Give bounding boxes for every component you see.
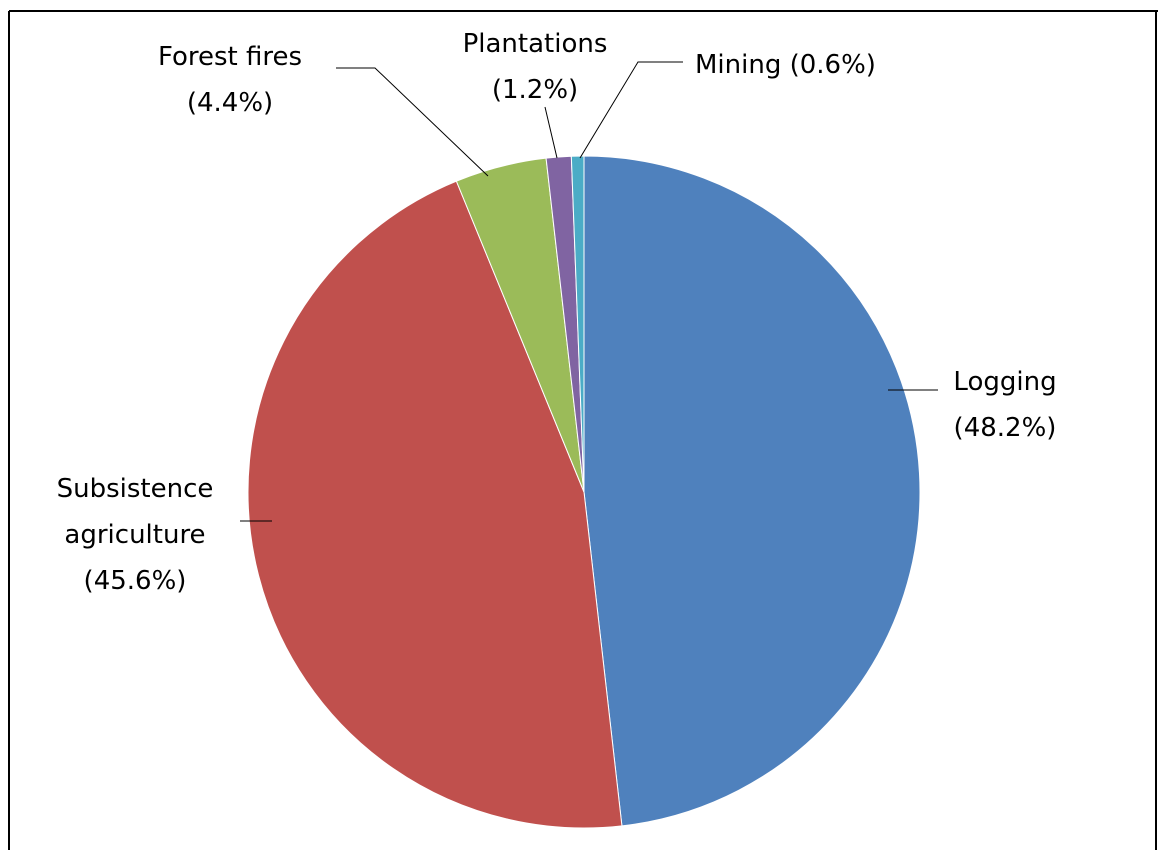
label-mining: Mining (0.6%) (695, 50, 876, 80)
pie-slices (247, 155, 921, 829)
slice-logging (583, 155, 921, 827)
label-plantations: Plantations (1.2%) (463, 29, 608, 105)
label-plantations-line-2: (1.2%) (492, 75, 578, 105)
label-logging-line-1: Logging (953, 367, 1056, 397)
label-subsistence-agriculture: Subsistence agriculture (45.6%) (57, 474, 214, 596)
slice-labels: Logging (48.2%) Subsistence agriculture (45.… (57, 29, 1057, 596)
leader-line-plantations (544, 106, 558, 159)
leader-lines (240, 61, 938, 522)
leader-line-forest-fires (336, 67, 489, 177)
label-subsistence-agriculture-line-2: agriculture (64, 520, 205, 550)
label-forest-fires: Forest fires (4.4%) (158, 42, 302, 118)
label-logging-line-2: (48.2%) (954, 413, 1057, 443)
label-mining-line-1: Mining (0.6%) (695, 50, 876, 80)
slice-mining (570, 155, 585, 493)
leader-line-mining (579, 61, 683, 159)
label-logging: Logging (48.2%) (953, 367, 1056, 443)
slice-subsistence-agriculture (247, 180, 623, 829)
label-plantations-line-1: Plantations (463, 29, 608, 59)
label-subsistence-agriculture-line-1: Subsistence (57, 474, 214, 504)
label-forest-fires-line-1: Forest fires (158, 42, 302, 72)
label-subsistence-agriculture-line-3: (45.6%) (84, 566, 187, 596)
label-forest-fires-line-2: (4.4%) (187, 88, 273, 118)
